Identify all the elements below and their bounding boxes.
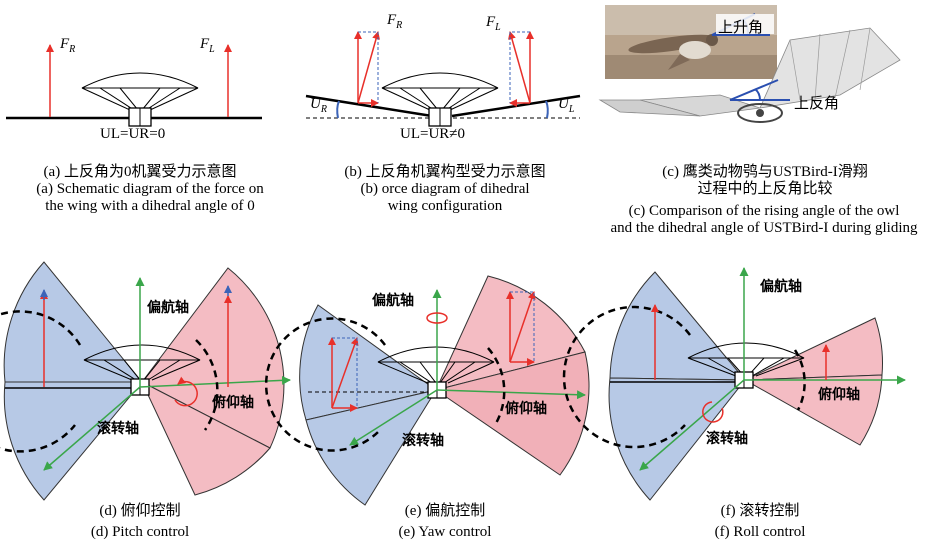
panel-c-caption-en-1: (c) Comparison of the rising angle of th… (628, 203, 900, 219)
panel-d-roll-axis: 滚转轴 (97, 421, 139, 437)
right-wing-lower (434, 351, 590, 476)
panel-c (598, 5, 901, 123)
panel-b-caption-en-2: wing configuration (387, 198, 503, 214)
panel-a-equation: UL=UR=0 (100, 126, 166, 142)
panel-f-roll-axis: 滚转轴 (706, 431, 748, 447)
panel-f-pitch-axis: 俯仰轴 (818, 387, 860, 403)
panel-a-caption-en-2: the wing with a dihedral angle of 0 (45, 198, 255, 214)
panel-b-angle-left: UR (310, 96, 327, 115)
left-wing-upper (299, 304, 438, 421)
left-wing-lower (3, 381, 144, 501)
panel-a-caption-en-1: (a) Schematic diagram of the force on (36, 181, 264, 197)
panel-e-caption-zh: (e) 偏航控制 (404, 503, 486, 519)
panel-b (305, 31, 581, 127)
left-wing-upper (3, 261, 144, 383)
panel-c-caption-zh-1: (c) 鹰类动物鸮与USTBird-I滑翔 (662, 164, 868, 180)
panel-b-caption-en-1: (b) orce diagram of dihedral (360, 181, 530, 197)
panel-b-equation: UL=UR≠0 (400, 126, 466, 142)
panel-e-yaw-axis: 偏航轴 (372, 293, 414, 309)
pitch-axis-arrow (436, 389, 586, 400)
left-wing-upper (609, 271, 747, 381)
panel-b-angle-right: UL (558, 96, 575, 115)
left-wing-line (305, 94, 433, 118)
panel-e (264, 275, 590, 506)
panel-b-force-left: FR (387, 12, 403, 31)
dihedral-arc-left (336, 100, 340, 119)
panel-e-pitch-axis: 俯仰轴 (505, 401, 547, 417)
panel-c-caption-en-2: and the dihedral angle of USTBird-I duri… (610, 220, 918, 236)
panel-d-caption-zh: (d) 俯仰控制 (99, 503, 181, 519)
roll-axis-arrow (43, 386, 141, 471)
panel-d-pitch-axis: 俯仰轴 (212, 395, 254, 411)
panel-d-caption-en: (d) Pitch control (90, 524, 190, 540)
right-wing-lower (743, 374, 883, 446)
panel-c-label-rise: 上升角 (718, 18, 764, 36)
panel-f-caption-en: (f) Roll control (714, 524, 806, 540)
panel-f (562, 267, 906, 501)
panel-d-yaw-axis: 偏航轴 (147, 300, 189, 316)
panel-a-force-right: FL (200, 36, 215, 55)
panel-c-label-dihedral: 上反角 (794, 94, 840, 112)
right-wing-upper (744, 317, 883, 381)
dihedral-arc-right (545, 100, 549, 119)
panel-b-force-right: FL (486, 14, 501, 33)
lift-right-normal (508, 31, 531, 104)
panel-d (0, 261, 291, 501)
panel-c-caption-zh-2: 过程中的上反角比较 (697, 181, 833, 197)
roll-axis-arrow (639, 379, 745, 471)
panel-e-caption-en: (e) Yaw control (398, 524, 492, 540)
right-wing-upper (141, 267, 285, 449)
panel-f-caption-zh: (f) 滚转控制 (720, 503, 800, 519)
panel-a-caption-zh: (a) 上反角为0机翼受力示意图 (43, 164, 237, 180)
panel-f-yaw-axis: 偏航轴 (760, 279, 802, 295)
panel-a (6, 44, 262, 127)
left-wing-lower (305, 389, 438, 506)
right-wing-lower (140, 380, 271, 496)
panel-e-roll-axis: 滚转轴 (402, 433, 444, 449)
panel-a-force-left: FR (60, 36, 76, 55)
roll-axis-arrow (349, 389, 438, 446)
panel-b-caption-zh: (b) 上反角机翼构型受力示意图 (344, 164, 546, 180)
lift-left-normal (357, 31, 380, 104)
